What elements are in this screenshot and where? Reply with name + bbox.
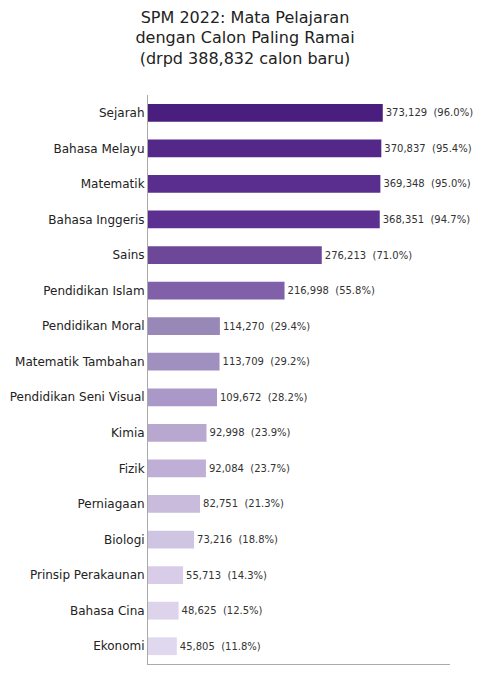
svg-text:48,625 (12.5%): 48,625 (12.5%) xyxy=(182,605,263,616)
svg-text:73,216 (18.8%): 73,216 (18.8%) xyxy=(197,534,278,545)
svg-text:Sejarah: Sejarah xyxy=(99,106,145,120)
svg-text:368,351 (94.7%): 368,351 (94.7%) xyxy=(383,214,470,225)
svg-text:82,751 (21.3%): 82,751 (21.3%) xyxy=(203,498,284,509)
svg-text:92,084 (23.7%): 92,084 (23.7%) xyxy=(209,463,290,474)
svg-text:Matematik Tambahan: Matematik Tambahan xyxy=(15,355,145,369)
svg-text:370,837 (95.4%): 370,837 (95.4%) xyxy=(384,143,471,154)
svg-text:Bahasa Cina: Bahasa Cina xyxy=(70,604,145,618)
svg-text:55,713 (14.3%): 55,713 (14.3%) xyxy=(186,570,267,581)
svg-text:Kimia: Kimia xyxy=(111,426,145,440)
svg-text:113,709 (29.2%): 113,709 (29.2%) xyxy=(223,356,310,367)
svg-text:Fizik: Fizik xyxy=(119,462,145,476)
svg-text:373,129 (96.0%): 373,129 (96.0%) xyxy=(386,107,473,118)
svg-text:Matematik: Matematik xyxy=(81,177,145,191)
svg-text:114,270 (29.4%): 114,270 (29.4%) xyxy=(223,321,310,332)
svg-text:Sains: Sains xyxy=(112,248,144,262)
svg-text:216,998 (55.8%): 216,998 (55.8%) xyxy=(288,285,375,296)
svg-text:Bahasa Melayu: Bahasa Melayu xyxy=(53,142,144,156)
svg-text:109,672 (28.2%): 109,672 (28.2%) xyxy=(220,392,307,403)
svg-text:Bahasa Inggeris: Bahasa Inggeris xyxy=(48,213,144,227)
svg-text:45,805 (11.8%): 45,805 (11.8%) xyxy=(180,641,261,652)
svg-text:276,213 (71.0%): 276,213 (71.0%) xyxy=(325,250,412,261)
svg-text:Perniagaan: Perniagaan xyxy=(77,497,144,511)
svg-text:369,348 (95.0%): 369,348 (95.0%) xyxy=(383,178,470,189)
svg-text:92,998 (23.9%): 92,998 (23.9%) xyxy=(210,427,291,438)
svg-text:Prinsip Perakaunan: Prinsip Perakaunan xyxy=(30,568,145,582)
svg-text:Biologi: Biologi xyxy=(104,533,145,547)
svg-text:Pendidikan Seni Visual: Pendidikan Seni Visual xyxy=(10,390,145,404)
svg-text:SPM 2022: Mata Pelajarandengan: SPM 2022: Mata Pelajarandengan Calon Pal… xyxy=(135,8,354,69)
svg-text:Pendidikan Moral: Pendidikan Moral xyxy=(42,319,145,333)
svg-text:Pendidikan Islam: Pendidikan Islam xyxy=(43,284,144,298)
svg-text:Ekonomi: Ekonomi xyxy=(93,639,144,653)
